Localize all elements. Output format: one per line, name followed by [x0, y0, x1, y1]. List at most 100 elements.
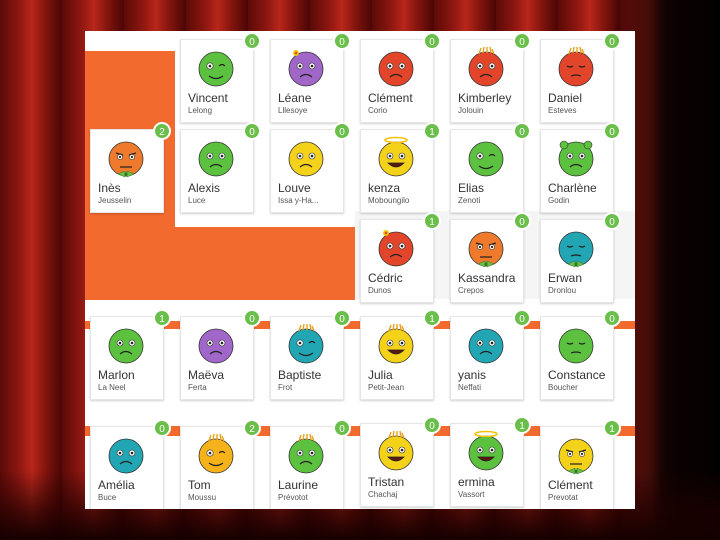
- student-card[interactable]: Tristan Chachaj 0: [360, 416, 441, 507]
- student-last-name: Prevotat: [548, 493, 578, 502]
- student-first-name: Julia: [368, 368, 393, 382]
- student-card[interactable]: Charlène Godin 0: [540, 122, 621, 213]
- student-card[interactable]: Laurine Prévotot 0: [270, 419, 351, 509]
- student-last-name: Issa y-Ha...: [278, 196, 319, 205]
- points-badge: 0: [603, 32, 621, 50]
- student-last-name: Jolouin: [458, 106, 484, 115]
- student-last-name: Prévotot: [278, 493, 308, 502]
- student-card[interactable]: Constance Boucher 0: [540, 309, 621, 400]
- points-badge: 0: [423, 416, 441, 434]
- student-last-name: Zenoti: [458, 196, 481, 205]
- student-card[interactable]: Marlon La Neel 1: [90, 309, 171, 400]
- student-last-name: Luce: [188, 196, 206, 205]
- student-card[interactable]: yanis Neffati 0: [450, 309, 531, 400]
- student-first-name: Laurine: [278, 478, 319, 492]
- student-card[interactable]: Clément Corio 0: [360, 32, 441, 123]
- points-badge: 0: [243, 309, 261, 327]
- student-last-name: Neffati: [458, 383, 481, 392]
- points-badge: 0: [243, 32, 261, 50]
- student-card[interactable]: Vincent Lelong 0: [180, 32, 261, 123]
- points-badge: 1: [153, 309, 171, 327]
- points-badge: 2: [243, 419, 261, 437]
- student-last-name: Crepos: [458, 286, 484, 295]
- points-badge: 1: [423, 309, 441, 327]
- student-first-name: Elias: [458, 181, 485, 195]
- student-last-name: Vassort: [458, 490, 485, 499]
- student-first-name: Cédric: [368, 271, 403, 285]
- student-last-name: Dunos: [368, 286, 392, 295]
- student-last-name: Frot: [278, 383, 293, 392]
- monster-avatar-icon: [288, 433, 324, 474]
- student-card[interactable]: Kassandra Crepos 0: [450, 212, 531, 303]
- monster-avatar-icon: [198, 433, 234, 474]
- student-card[interactable]: kenza Moboungilo 1: [360, 122, 441, 213]
- orange-panel: [85, 227, 355, 300]
- student-first-name: Marlon: [98, 368, 135, 382]
- student-last-name: La Neel: [98, 383, 126, 392]
- student-card[interactable]: Tom Moussu 2: [180, 419, 261, 509]
- student-first-name: kenza: [368, 181, 401, 195]
- student-first-name: Tristan: [368, 475, 405, 489]
- student-card[interactable]: Kimberley Jolouin 0: [450, 32, 531, 123]
- student-last-name: Petit-Jean: [368, 383, 405, 392]
- student-card[interactable]: Cédric Dunos 1: [360, 212, 441, 303]
- student-first-name: Constance: [548, 368, 606, 382]
- points-badge: 0: [333, 419, 351, 437]
- monster-avatar-icon: [378, 136, 414, 177]
- student-card[interactable]: Amélia Buce 0: [90, 419, 171, 509]
- monster-avatar-icon: [558, 140, 594, 177]
- points-badge: 0: [333, 32, 351, 50]
- monster-avatar-icon: [468, 141, 504, 177]
- student-last-name: Jeusselin: [98, 196, 132, 205]
- student-first-name: Erwan: [548, 271, 583, 285]
- student-card[interactable]: Daniel Esteves 0: [540, 32, 621, 123]
- student-card[interactable]: Clément Prevotat 1: [540, 419, 621, 509]
- student-last-name: Lllesoye: [278, 106, 308, 115]
- monster-avatar-icon: [108, 438, 144, 474]
- student-first-name: Alexis: [188, 181, 221, 195]
- monster-avatar-icon: [198, 51, 234, 87]
- student-card[interactable]: Inès Jeusselin 2: [90, 122, 171, 213]
- student-card[interactable]: Léane Lllesoye 0: [270, 32, 351, 123]
- student-first-name: Charlène: [548, 181, 597, 195]
- monster-avatar-icon: [468, 328, 504, 364]
- student-first-name: Inès: [98, 181, 121, 195]
- points-badge: 0: [603, 309, 621, 327]
- student-card[interactable]: Alexis Luce 0: [180, 122, 261, 213]
- student-card[interactable]: Erwan Dronlou 0: [540, 212, 621, 303]
- student-last-name: Boucher: [548, 383, 578, 392]
- student-card[interactable]: Louve Issa y-Ha... 0: [270, 122, 351, 213]
- student-last-name: Lelong: [188, 106, 213, 115]
- student-card[interactable]: Elias Zenoti 0: [450, 122, 531, 213]
- student-last-name: Ferta: [188, 383, 207, 392]
- student-last-name: Moboungilo: [368, 196, 410, 205]
- student-card[interactable]: Baptiste Frot 0: [270, 309, 351, 400]
- student-first-name: Kassandra: [458, 271, 516, 285]
- points-badge: 1: [423, 212, 441, 230]
- monster-avatar-icon: [288, 323, 324, 364]
- student-first-name: Tom: [188, 478, 211, 492]
- student-first-name: Clément: [368, 91, 413, 105]
- points-badge: 1: [513, 416, 531, 434]
- student-last-name: Moussu: [188, 493, 217, 502]
- student-card[interactable]: Maëva Ferta 0: [180, 309, 261, 400]
- student-first-name: Maëva: [188, 368, 225, 382]
- points-badge: 0: [243, 122, 261, 140]
- monster-avatar-icon: [108, 328, 144, 364]
- monster-avatar-icon: [558, 438, 594, 475]
- student-card[interactable]: ermina Vassort 1: [450, 416, 531, 507]
- monster-avatar-icon: [468, 231, 504, 268]
- student-last-name: Godin: [548, 196, 570, 205]
- monster-avatar-icon: [108, 141, 144, 178]
- student-first-name: Clément: [548, 478, 593, 492]
- student-first-name: Vincent: [188, 91, 228, 105]
- monster-avatar-icon: [378, 51, 414, 87]
- monster-avatar-icon: [198, 141, 234, 177]
- monster-avatar-icon: [468, 430, 504, 471]
- monster-avatar-icon: [378, 230, 414, 267]
- student-card[interactable]: Julia Petit-Jean 1: [360, 309, 441, 400]
- points-badge: 0: [153, 419, 171, 437]
- points-badge: 0: [603, 212, 621, 230]
- student-first-name: Daniel: [548, 91, 583, 105]
- student-last-name: Esteves: [548, 106, 577, 115]
